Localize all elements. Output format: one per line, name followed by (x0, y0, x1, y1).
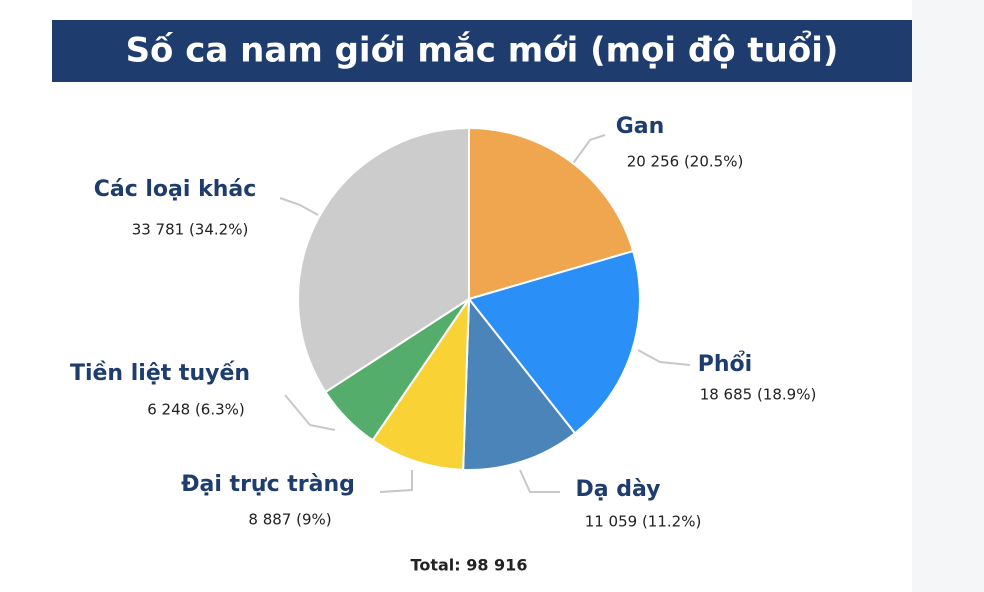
title-bar (52, 20, 912, 82)
slice-value-label: 8 887 (9%) (248, 511, 331, 529)
slice-value-label: 33 781 (34.2%) (132, 221, 249, 239)
slice-value-label: 20 256 (20.5%) (627, 153, 744, 171)
pie-slice (467, 249, 641, 435)
leader-line (279, 197, 319, 216)
slice-name: Các loại khác (94, 177, 257, 202)
slice-name: Dạ dày (575, 477, 660, 502)
pie-slice (462, 296, 577, 471)
slice-value-label: 11 059 (11.2%) (585, 513, 702, 531)
pie-slice (371, 295, 471, 471)
slice-value-label: 18 685 (18.9%) (700, 386, 817, 404)
slice-name: Tiền liệt tuyến (70, 361, 250, 386)
pie (297, 126, 641, 471)
leader-line (379, 470, 413, 493)
leader-line (519, 469, 560, 493)
slice-name: Đại trực tràng (181, 472, 355, 497)
total-label: Total: 98 916 (411, 556, 528, 575)
slice-value-label: 6 248 (6.3%) (147, 401, 245, 419)
chart-title: Số ca nam giới mắc mới (mọi độ tuổi) (126, 30, 839, 71)
slice-name: Phổi (698, 351, 752, 377)
pie-slice (297, 126, 470, 394)
leader-line (571, 134, 606, 166)
pie-slice (468, 126, 635, 301)
leader-line (637, 349, 691, 366)
slice-name: Gan (616, 114, 665, 139)
leader-line (284, 394, 336, 431)
leader-lines (279, 134, 691, 493)
side-panel (912, 0, 984, 592)
